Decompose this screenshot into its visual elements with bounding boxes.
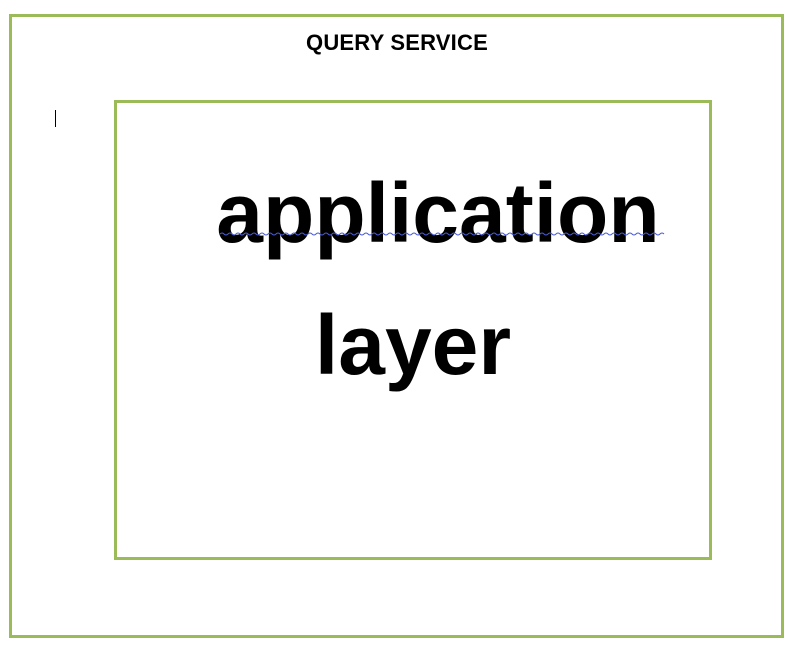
spellcheck-underline [220, 232, 665, 236]
application-layer-label: application layer [117, 147, 709, 411]
application-layer-label-line-2: layer [314, 298, 512, 392]
query-service-container [9, 14, 784, 638]
application-layer-label-line-1: application [216, 166, 660, 260]
application-layer-box: application layer [114, 100, 712, 560]
text-caret [55, 110, 56, 127]
query-service-title: QUERY SERVICE [306, 30, 488, 55]
spellcheck-wavy-line [220, 232, 665, 236]
